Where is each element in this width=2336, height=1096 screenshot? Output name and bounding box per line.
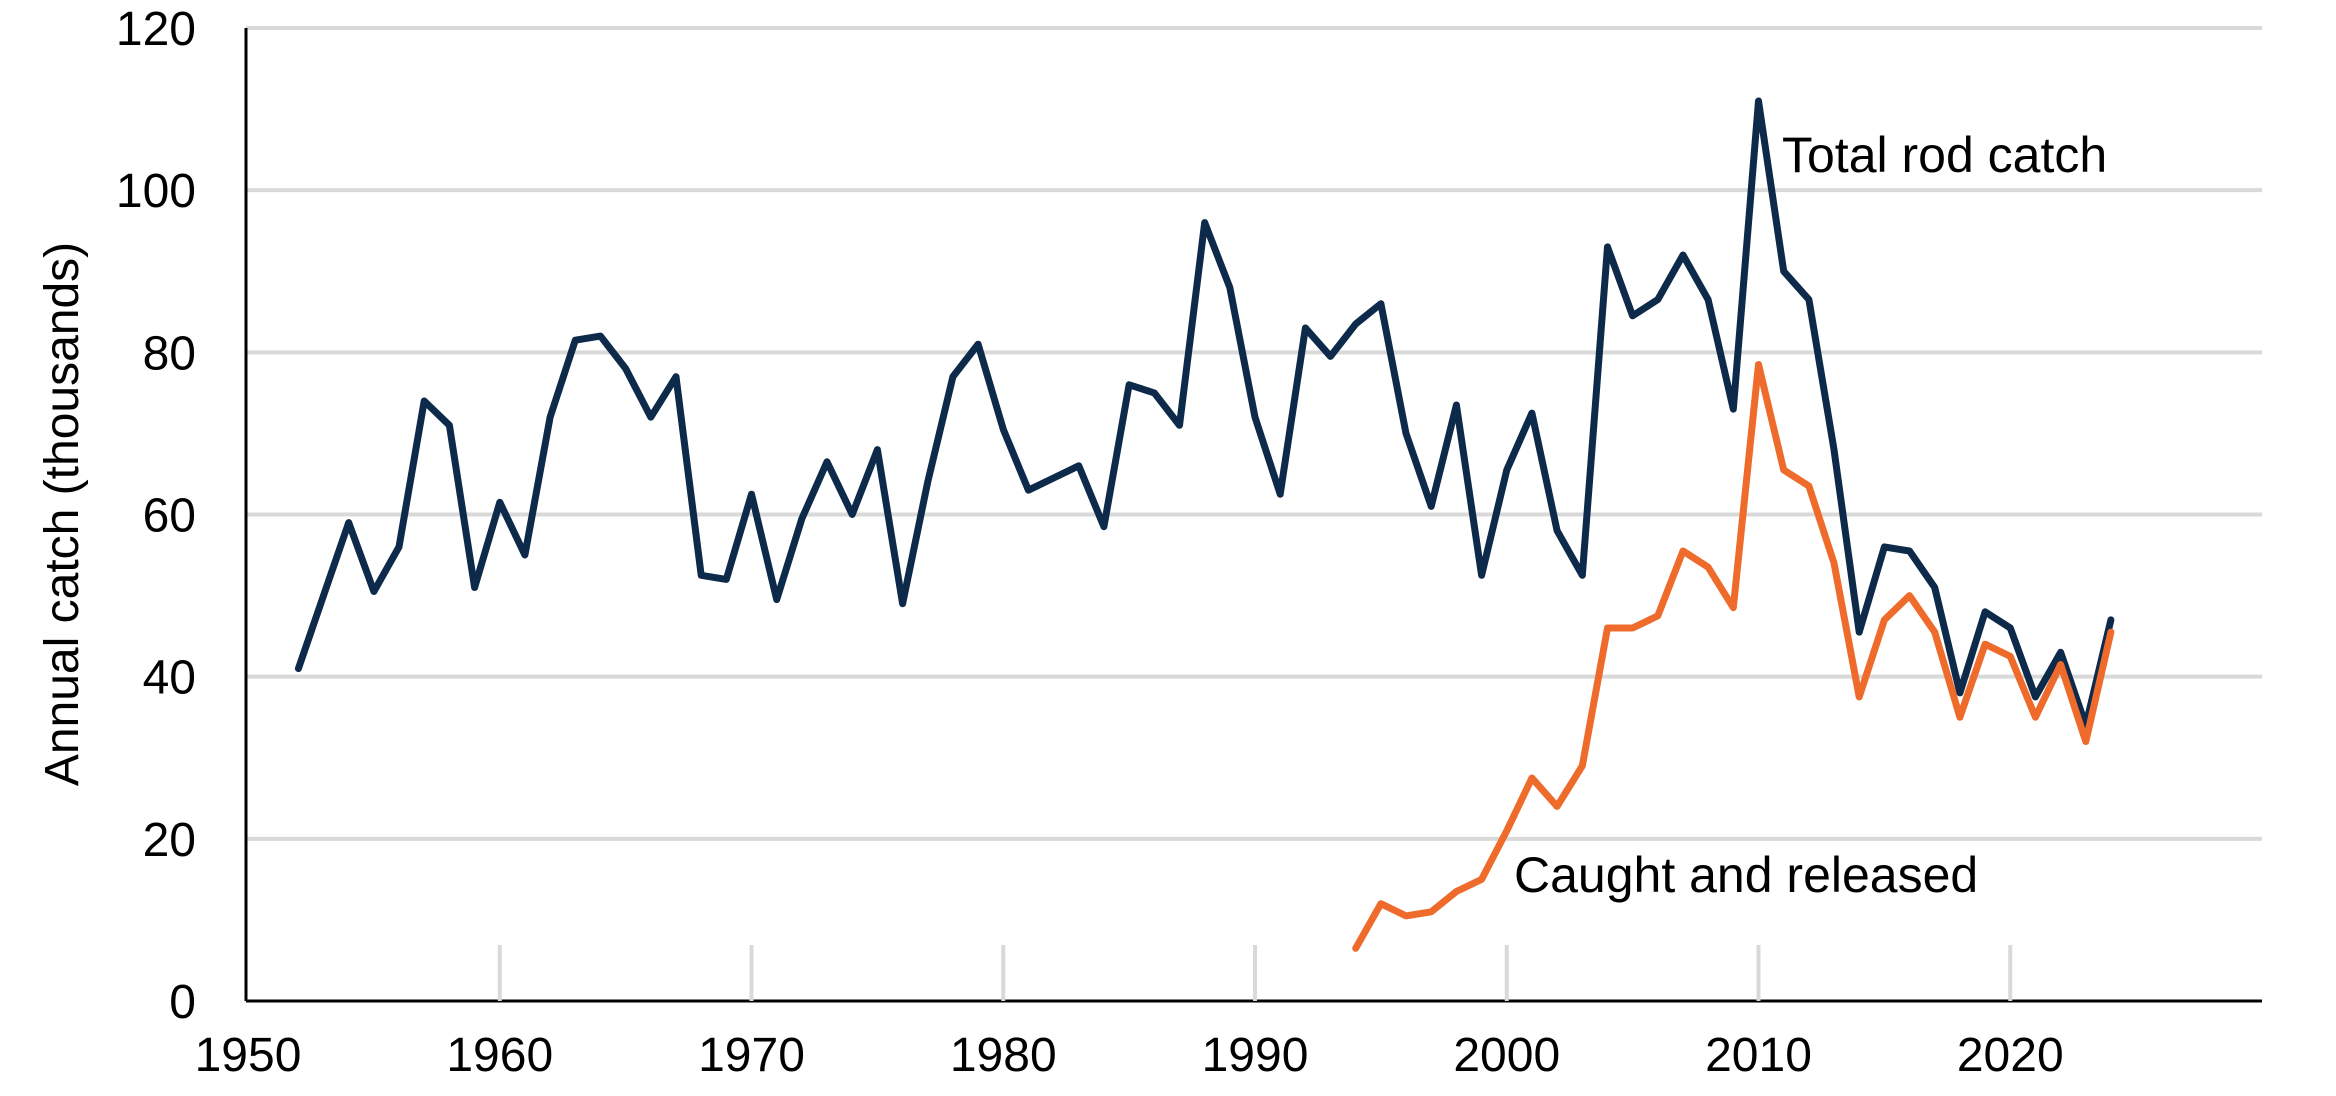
gridlines <box>246 26 2262 841</box>
series-line-total-rod-catch <box>294 97 2115 729</box>
x-tick-labels: 1950 1960 1970 1980 1990 2000 2010 2020 <box>195 945 2064 1082</box>
y-tick-label: 0 <box>169 976 196 1029</box>
y-axis-label: Annual catch (thousands) <box>36 242 89 786</box>
y-tick-label: 40 <box>143 652 196 705</box>
y-tick-label: 20 <box>143 814 196 867</box>
y-tick-label: 100 <box>116 165 196 218</box>
series-lines <box>294 97 2115 952</box>
x-tick-label: 2000 <box>1453 1029 1560 1082</box>
y-tick-label: 60 <box>143 490 196 543</box>
x-tick-label: 2020 <box>1957 1029 2064 1082</box>
x-tick-label: 1950 <box>195 1029 302 1082</box>
x-tick-label: 1970 <box>698 1029 805 1082</box>
y-tick-labels: 0 20 40 60 80 100 120 <box>116 3 196 1029</box>
y-tick-label: 120 <box>116 3 196 56</box>
y-tick-label: 80 <box>143 327 196 380</box>
x-tick-label: 1990 <box>1202 1029 1309 1082</box>
series-line-caught-and-released <box>1352 361 2115 952</box>
annotation-caught-and-released: Caught and released <box>1514 847 1978 903</box>
x-tick-label: 2010 <box>1705 1029 1812 1082</box>
x-tick-label: 1960 <box>446 1029 553 1082</box>
x-tick-label: 1980 <box>950 1029 1057 1082</box>
annotation-total-rod-catch: Total rod catch <box>1782 127 2107 183</box>
